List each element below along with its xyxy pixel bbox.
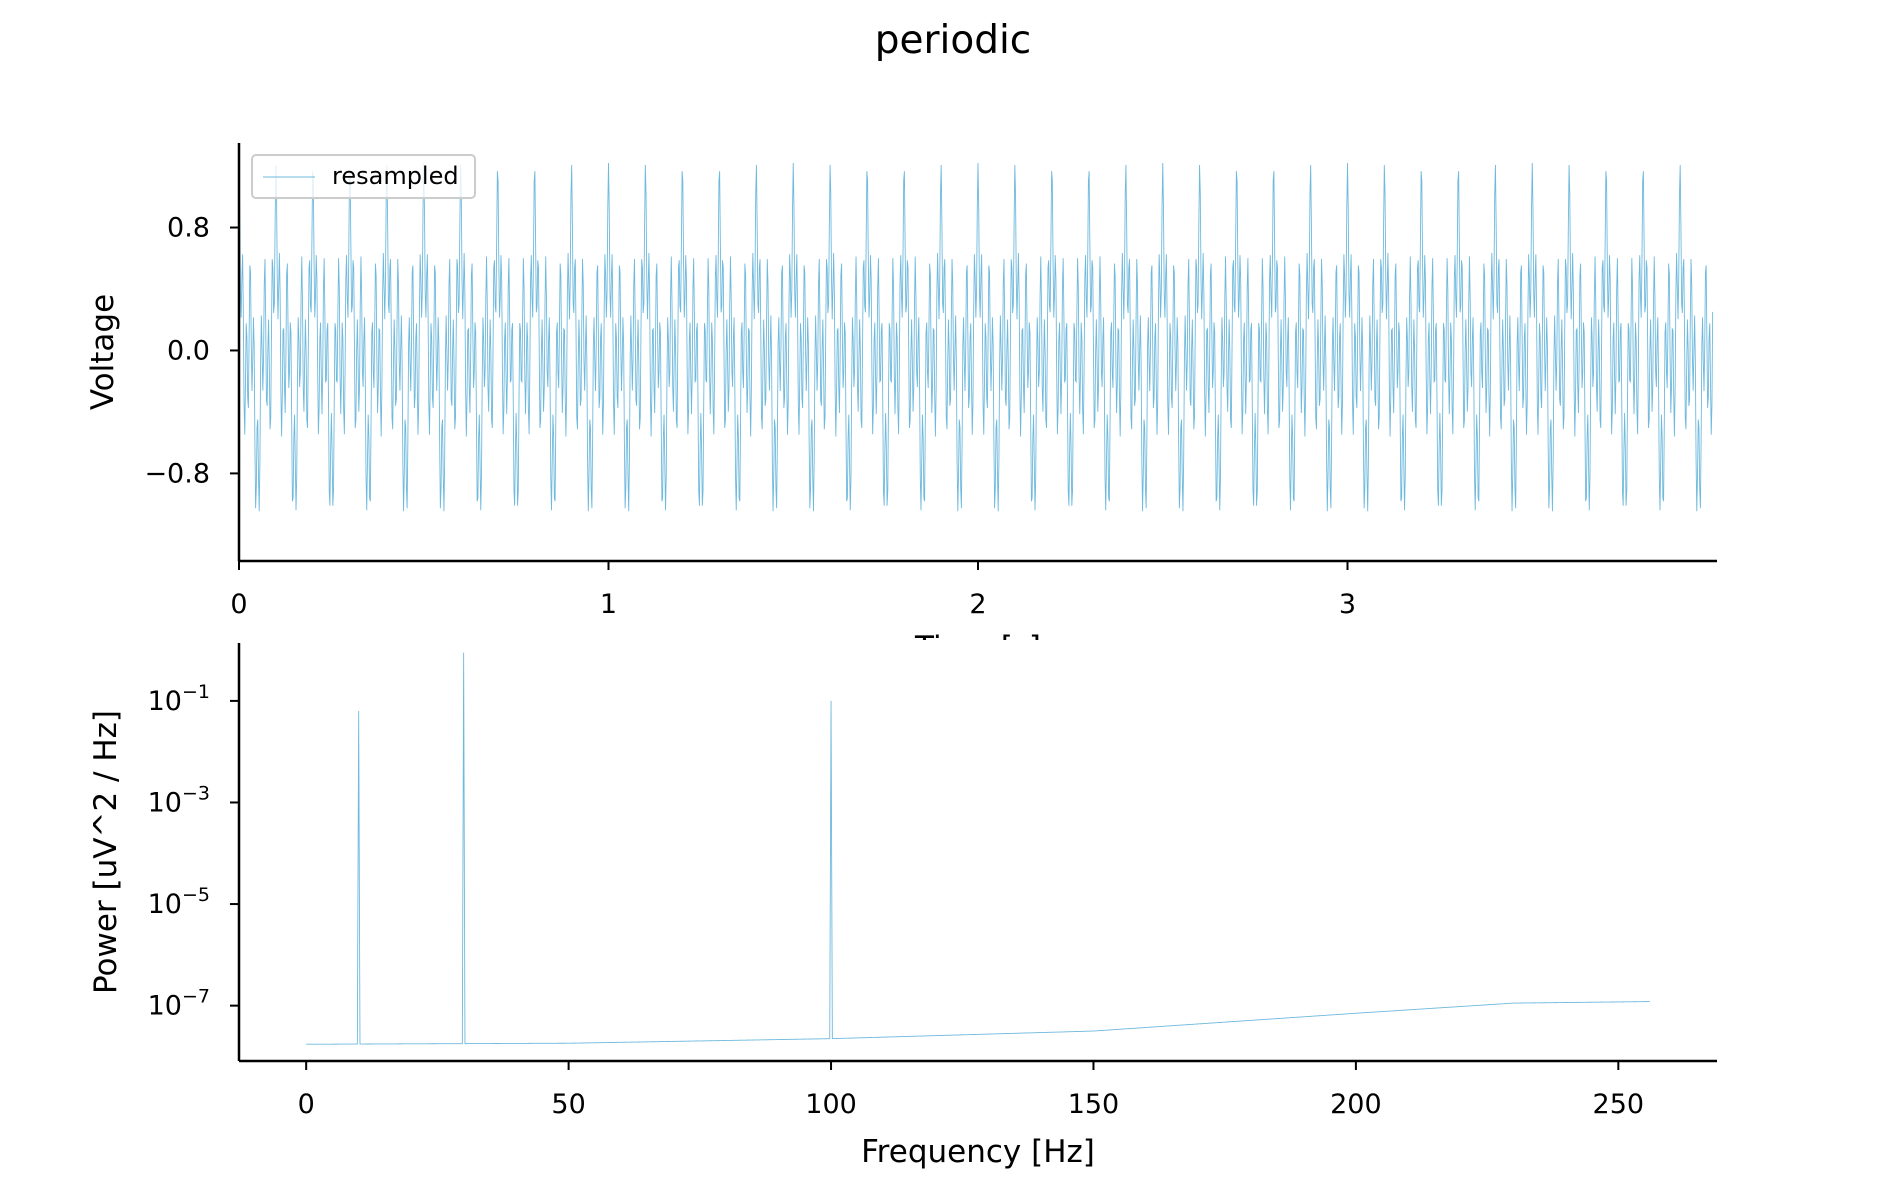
y-tick-label: 0.8 xyxy=(167,213,210,244)
x-axis-label: Frequency [Hz] xyxy=(861,1134,1095,1170)
y-tick-label: 10−3 xyxy=(148,782,210,818)
x-tick-label: 2 xyxy=(969,589,986,620)
y-tick-label: 10−7 xyxy=(148,986,210,1022)
y-axis-label: Voltage xyxy=(85,294,121,410)
voltage-series-line-resampled xyxy=(238,162,1714,512)
x-tick-label: 100 xyxy=(805,1089,857,1120)
y-tick-label: 10−1 xyxy=(148,681,210,717)
voltage-line-series xyxy=(238,162,1714,512)
y-tick-label: 0.0 xyxy=(167,335,210,366)
x-tick-label: 1 xyxy=(600,589,617,620)
x-tick-label: 50 xyxy=(551,1089,585,1120)
panel-background xyxy=(0,640,1889,1120)
figure-title: periodic xyxy=(875,18,1032,63)
legend: resampled xyxy=(251,154,476,199)
x-tick-label: 3 xyxy=(1339,589,1356,620)
x-axis-ticks: 0 1 2 3 xyxy=(230,561,1356,620)
y-axis-ticks: 10−1 10−3 10−5 10−7 xyxy=(148,681,239,1022)
legend-frame xyxy=(251,154,476,199)
y-tick-label: −0.8 xyxy=(144,458,210,489)
x-axis-ticks: 0 50 100 150 200 250 xyxy=(298,1061,1645,1120)
x-tick-label: 150 xyxy=(1068,1089,1120,1120)
power-line-series xyxy=(306,652,1650,1045)
time-domain-panel: 0 1 2 3 0.8 0.0 −0.8 Voltage resampled xyxy=(85,143,1717,620)
y-axis-label: Power [uV^2 / Hz] xyxy=(88,710,124,994)
x-tick-label: 0 xyxy=(230,589,247,620)
power-series-line xyxy=(306,652,1650,1045)
x-tick-label: 0 xyxy=(298,1089,315,1120)
y-tick-label: 10−5 xyxy=(148,884,210,920)
x-tick-label: 200 xyxy=(1330,1089,1382,1120)
y-axis-ticks: 0.8 0.0 −0.8 xyxy=(144,213,239,489)
legend-label-resampled: resampled xyxy=(332,162,459,190)
x-tick-label: 250 xyxy=(1593,1089,1645,1120)
